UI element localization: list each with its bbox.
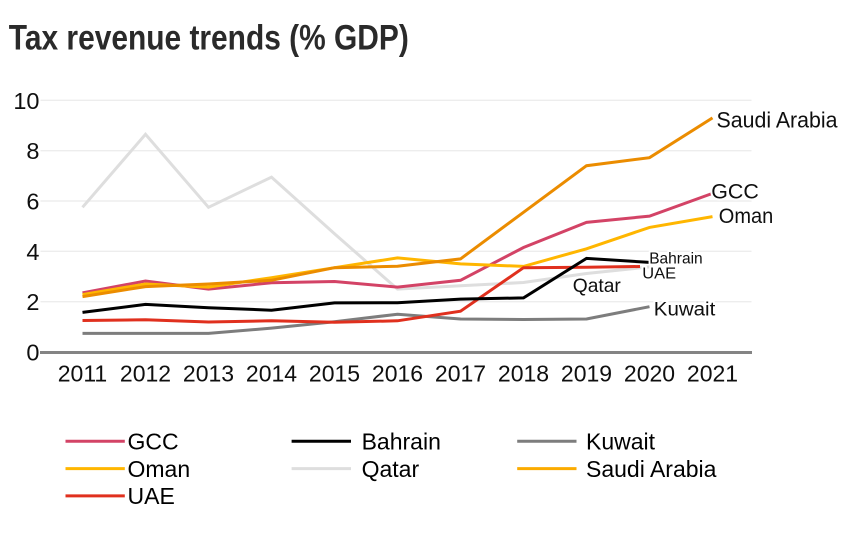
svg-text:2012: 2012 [120,360,171,386]
svg-text:Oman: Oman [128,456,191,482]
svg-text:Saudi Arabia: Saudi Arabia [586,456,717,482]
svg-text:2019: 2019 [561,360,612,386]
svg-text:2014: 2014 [246,360,297,386]
svg-text:Kuwait: Kuwait [654,299,716,321]
svg-text:2018: 2018 [498,360,549,386]
svg-text:UAE: UAE [642,266,676,283]
svg-text:2015: 2015 [309,360,360,386]
svg-text:2017: 2017 [435,360,486,386]
svg-text:Qatar: Qatar [573,276,622,297]
svg-text:Bahrain: Bahrain [649,251,703,268]
svg-text:Oman: Oman [719,204,774,228]
svg-text:2: 2 [26,289,39,315]
svg-text:2020: 2020 [624,360,675,386]
svg-text:2016: 2016 [372,360,423,386]
svg-text:GCC: GCC [711,179,759,203]
svg-text:8: 8 [26,138,39,164]
svg-text:10: 10 [13,88,39,114]
svg-text:Kuwait: Kuwait [586,429,656,455]
svg-text:UAE: UAE [128,483,175,509]
svg-text:Bahrain: Bahrain [362,429,441,455]
svg-text:2011: 2011 [58,360,107,386]
svg-text:6: 6 [26,189,39,215]
svg-text:Saudi Arabia: Saudi Arabia [717,107,838,132]
svg-text:2021: 2021 [687,360,738,386]
svg-text:Tax revenue trends (% GDP): Tax revenue trends (% GDP) [9,19,409,58]
svg-text:Qatar: Qatar [362,456,420,482]
svg-text:GCC: GCC [128,429,179,455]
svg-text:4: 4 [26,239,39,265]
svg-text:0: 0 [26,340,39,366]
svg-text:2013: 2013 [183,360,234,386]
